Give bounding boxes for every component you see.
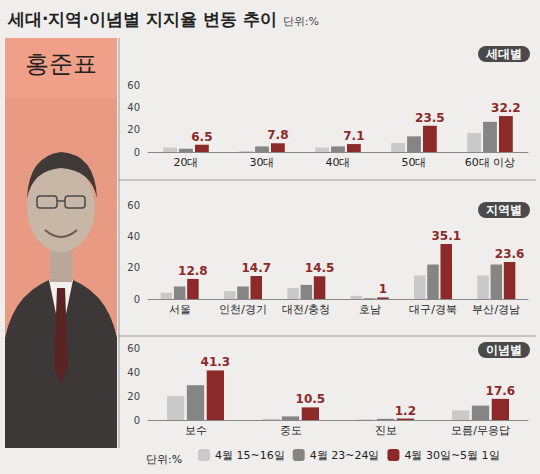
svg-text:4월 15~16일: 4월 15~16일 bbox=[215, 449, 285, 462]
svg-text:7.8: 7.8 bbox=[267, 128, 288, 142]
svg-text:4월 23~24일: 4월 23~24일 bbox=[310, 449, 380, 462]
svg-text:진보: 진보 bbox=[375, 424, 397, 437]
svg-text:23.6: 23.6 bbox=[495, 247, 525, 261]
svg-text:40: 40 bbox=[127, 367, 140, 378]
html-text:세대·지역·이념별 지지율 변동 추이 단위:%: 세대·지역·이념별 지지율 변동 추이 단위:% bbox=[8, 9, 319, 29]
svg-text:32.2: 32.2 bbox=[491, 101, 521, 115]
svg-text:0: 0 bbox=[134, 147, 140, 158]
svg-text:17.6: 17.6 bbox=[486, 384, 516, 398]
html-text:홍준표: 홍준표 bbox=[25, 50, 97, 78]
svg-text:세대별: 세대별 bbox=[485, 47, 522, 61]
svg-text:부산/경남: 부산/경남 bbox=[472, 303, 520, 316]
svg-text:7.1: 7.1 bbox=[343, 129, 364, 143]
svg-text:23.5: 23.5 bbox=[415, 111, 445, 125]
svg-text:41.3: 41.3 bbox=[201, 355, 231, 369]
svg-text:35.1: 35.1 bbox=[431, 229, 461, 243]
svg-text:중도: 중도 bbox=[280, 424, 302, 437]
svg-text:인천/경기: 인천/경기 bbox=[219, 303, 267, 316]
svg-text:모름/무응답: 모름/무응답 bbox=[451, 424, 510, 437]
svg-text:단위:%: 단위:% bbox=[146, 453, 182, 466]
svg-text:30대: 30대 bbox=[250, 156, 275, 169]
svg-text:60대 이상: 60대 이상 bbox=[465, 156, 516, 169]
svg-text:20: 20 bbox=[127, 124, 140, 135]
svg-text:보수: 보수 bbox=[185, 424, 207, 437]
svg-text:20: 20 bbox=[127, 391, 140, 402]
svg-text:6.5: 6.5 bbox=[191, 130, 212, 144]
svg-text:서울: 서울 bbox=[169, 303, 191, 316]
svg-text:1: 1 bbox=[379, 282, 387, 296]
svg-text:40: 40 bbox=[127, 102, 140, 113]
svg-text:20: 20 bbox=[127, 262, 140, 273]
svg-text:20대: 20대 bbox=[174, 156, 199, 169]
svg-text:14.7: 14.7 bbox=[241, 261, 271, 275]
svg-text:50대: 50대 bbox=[402, 156, 427, 169]
svg-text:14.5: 14.5 bbox=[305, 261, 335, 275]
svg-text:호남: 호남 bbox=[359, 303, 381, 316]
svg-text:1.2: 1.2 bbox=[395, 404, 416, 418]
svg-text:60: 60 bbox=[127, 80, 140, 91]
svg-text:이념별: 이념별 bbox=[486, 343, 522, 357]
svg-text:40대: 40대 bbox=[326, 156, 351, 169]
svg-text:0: 0 bbox=[134, 294, 140, 305]
svg-text:4월 30일~5월 1일: 4월 30일~5월 1일 bbox=[404, 449, 499, 462]
svg-text:지역별: 지역별 bbox=[486, 203, 522, 217]
svg-text:40: 40 bbox=[127, 231, 140, 242]
svg-text:60: 60 bbox=[127, 200, 140, 211]
svg-text:60: 60 bbox=[127, 343, 140, 354]
svg-text:10.5: 10.5 bbox=[296, 392, 326, 406]
svg-text:대구/경북: 대구/경북 bbox=[409, 303, 457, 316]
svg-text:대전/충청: 대전/충청 bbox=[282, 303, 330, 316]
svg-text:12.8: 12.8 bbox=[178, 264, 208, 278]
svg-text:0: 0 bbox=[134, 415, 140, 426]
